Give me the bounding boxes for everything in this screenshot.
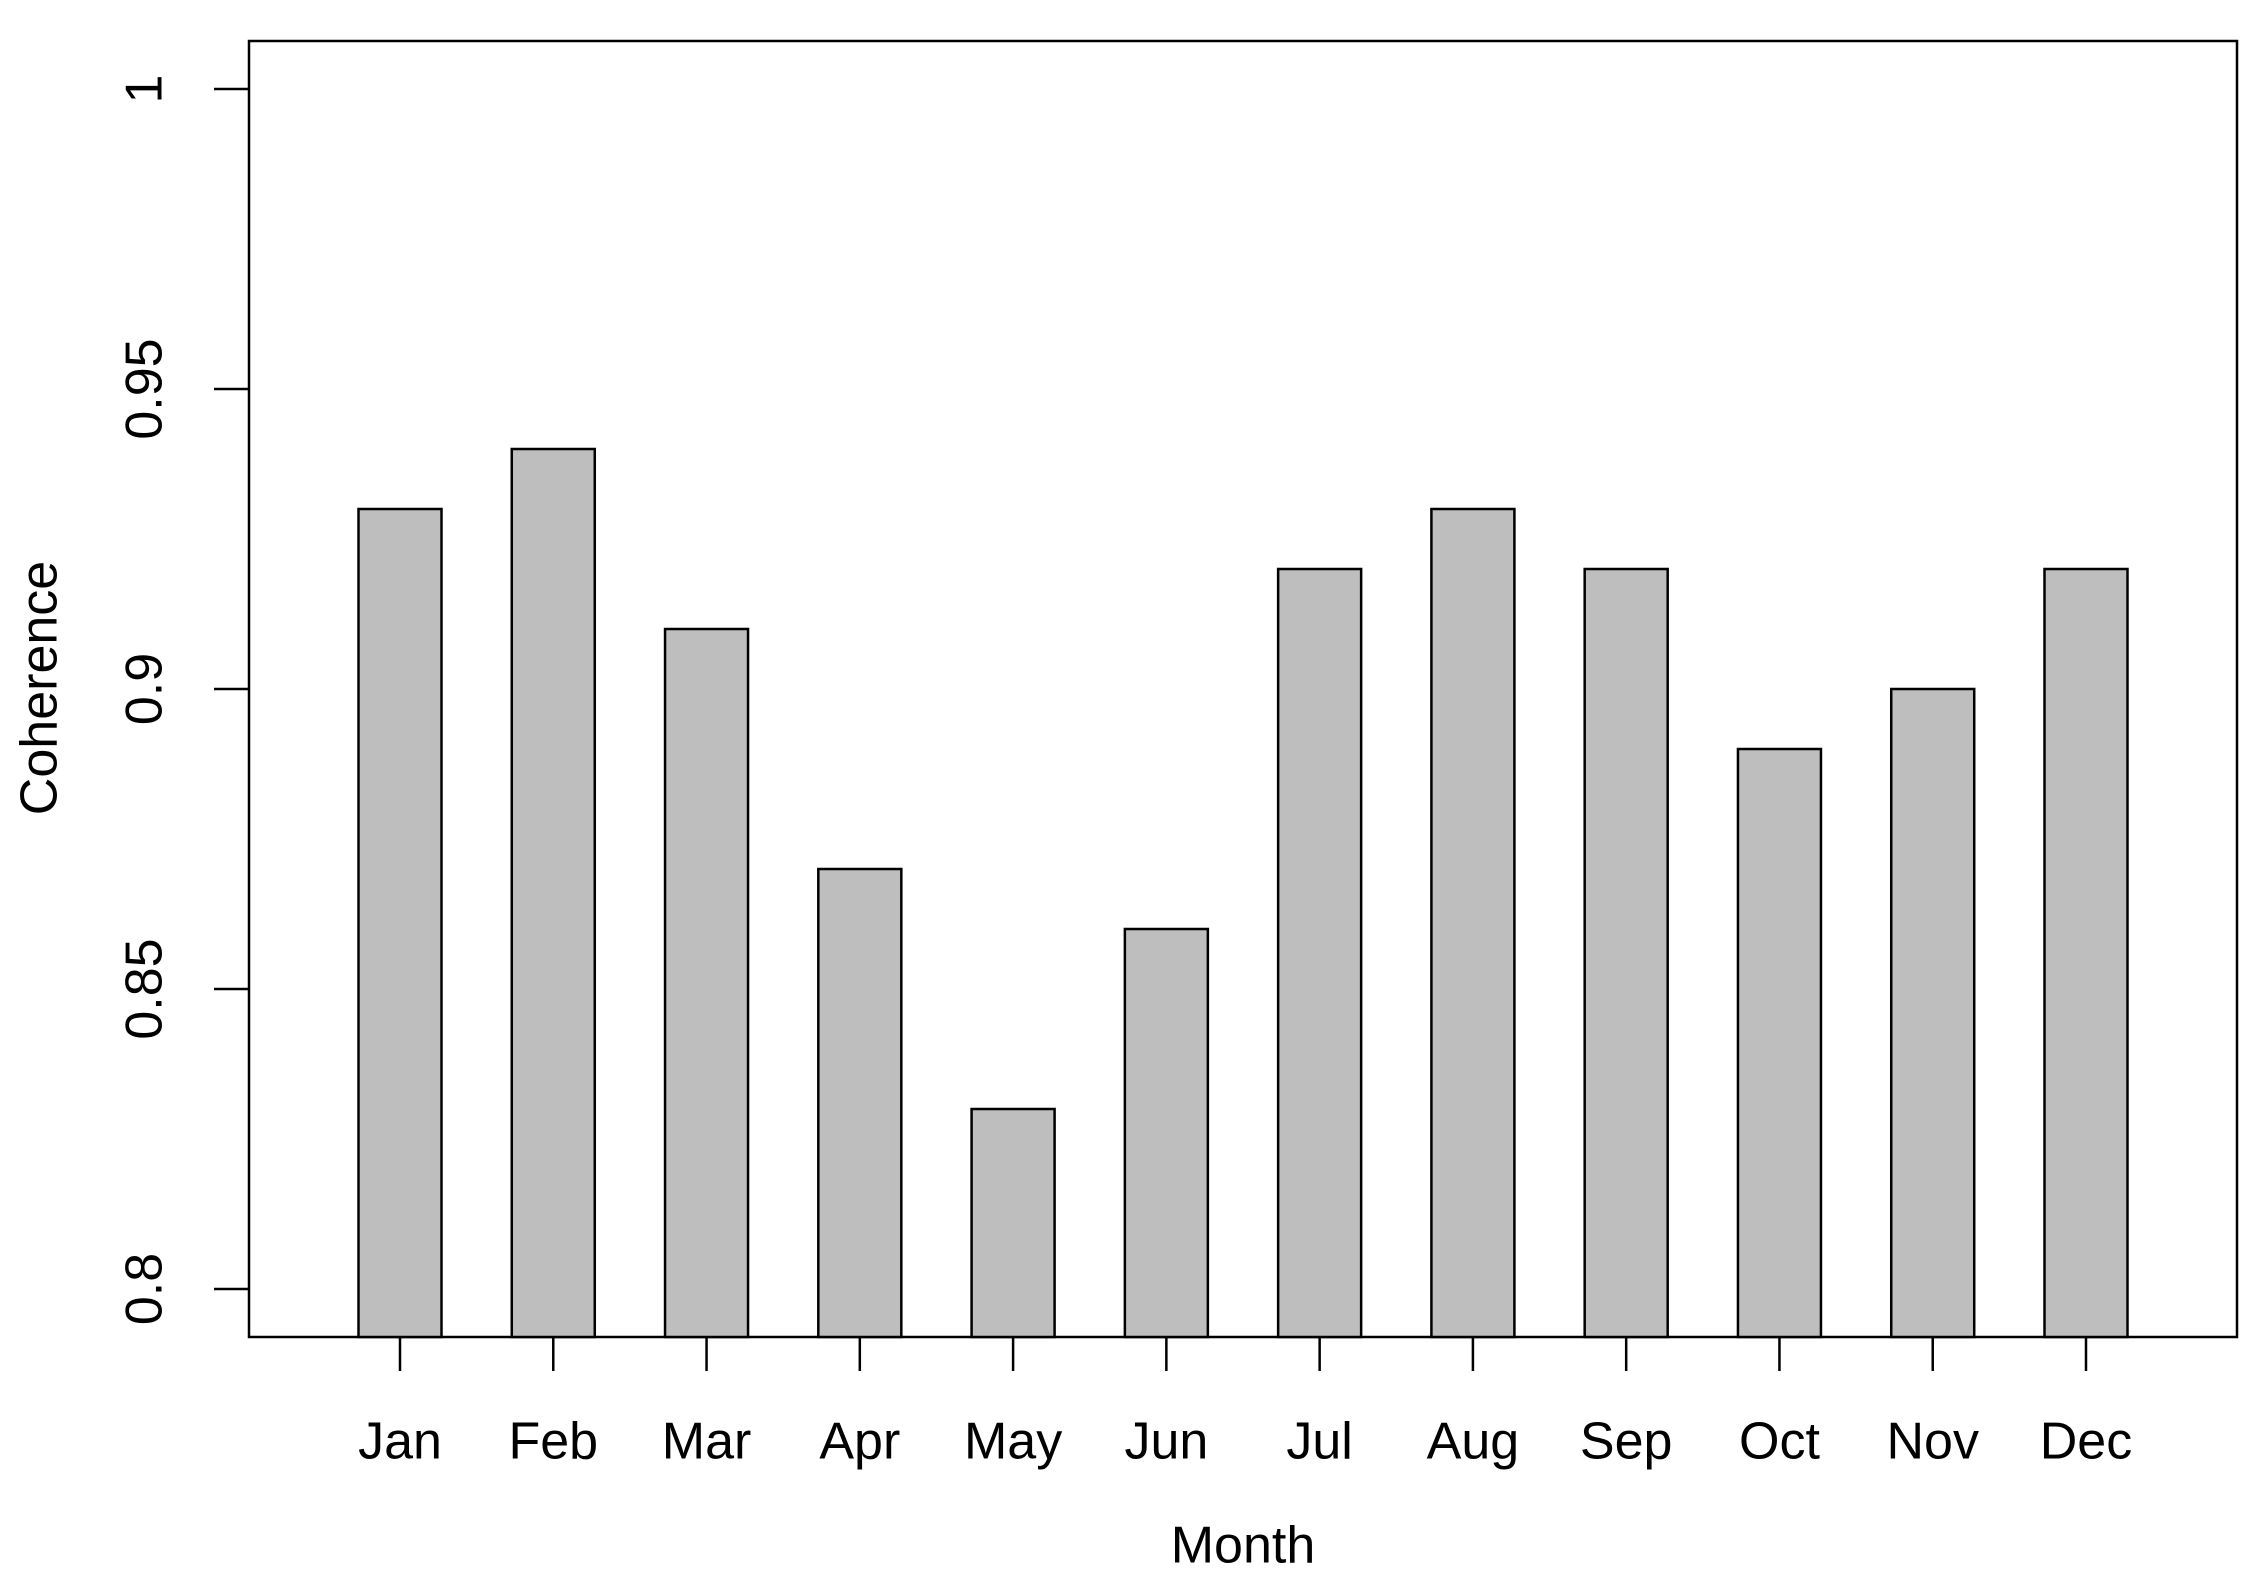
y-tick-label: 0.9 bbox=[116, 653, 174, 725]
x-tick-label: Oct bbox=[1739, 1413, 1820, 1471]
x-tick-label: Sep bbox=[1580, 1413, 1673, 1471]
bar bbox=[357, 507, 443, 1339]
bar bbox=[1736, 747, 1823, 1339]
bar bbox=[970, 1107, 1056, 1339]
y-tick-label: 0.85 bbox=[116, 938, 174, 1039]
bar bbox=[2043, 567, 2129, 1339]
bar bbox=[510, 447, 597, 1339]
y-tick-label: 0.8 bbox=[116, 1253, 174, 1325]
bar bbox=[663, 627, 750, 1339]
y-tick-label: 0.95 bbox=[116, 338, 174, 439]
x-tick-label: Jan bbox=[358, 1413, 442, 1471]
y-axis-label: Coherence bbox=[11, 561, 69, 815]
x-tick-label: Nov bbox=[1886, 1413, 1978, 1471]
x-tick-label: Apr bbox=[819, 1413, 900, 1471]
x-tick-label: Dec bbox=[2040, 1413, 2132, 1471]
x-axis-label: Month bbox=[1171, 1517, 1316, 1575]
bar bbox=[1123, 927, 1210, 1339]
y-tick-label: 1 bbox=[116, 75, 174, 104]
x-tick-label: Mar bbox=[662, 1413, 752, 1471]
bar bbox=[1276, 567, 1363, 1339]
x-tick-label: Aug bbox=[1427, 1413, 1520, 1471]
x-tick-label: May bbox=[964, 1413, 1062, 1471]
x-tick-label: Feb bbox=[508, 1413, 598, 1471]
bar bbox=[1889, 687, 1976, 1339]
bar bbox=[1583, 567, 1669, 1339]
bar bbox=[817, 867, 903, 1339]
x-tick-label: Jul bbox=[1286, 1413, 1352, 1471]
bar bbox=[1430, 507, 1516, 1339]
x-tick-label: Jun bbox=[1124, 1413, 1208, 1471]
